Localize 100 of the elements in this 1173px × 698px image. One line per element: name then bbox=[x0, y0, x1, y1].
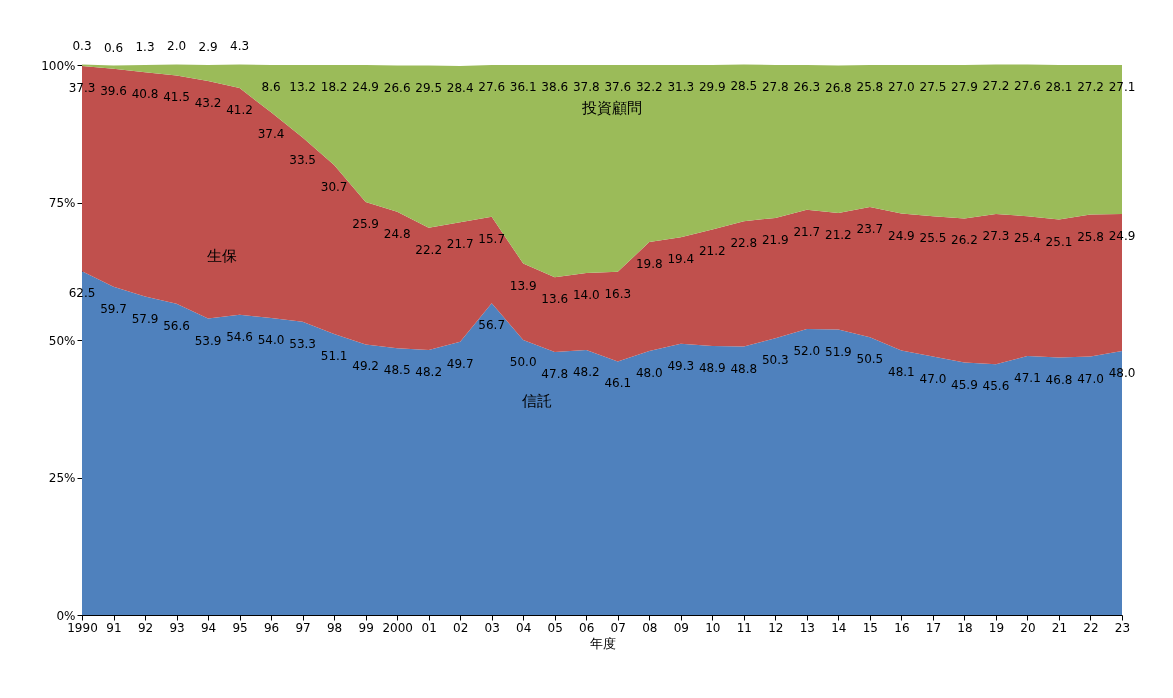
data-label: 27.5 bbox=[919, 80, 947, 94]
data-label: 29.5 bbox=[415, 80, 443, 95]
data-label: 27.0 bbox=[888, 80, 915, 94]
x-tick-label: 12 bbox=[768, 620, 784, 635]
series-label: 生保 bbox=[207, 247, 237, 265]
x-tick-label: 08 bbox=[642, 620, 658, 635]
data-label: 31.3 bbox=[667, 80, 695, 94]
x-tick-label: 1990 bbox=[67, 620, 98, 635]
data-label: 50.0 bbox=[509, 355, 537, 369]
data-label: 49.7 bbox=[446, 356, 474, 371]
data-label: 47.8 bbox=[541, 367, 569, 382]
x-tick-label: 02 bbox=[453, 620, 469, 635]
data-label: 27.6 bbox=[478, 80, 506, 94]
data-label: 41.5 bbox=[163, 90, 190, 105]
data-label: 38.6 bbox=[541, 80, 569, 94]
data-label: 41.2 bbox=[226, 103, 253, 118]
data-label: 56.7 bbox=[478, 318, 506, 333]
data-label: 22.2 bbox=[415, 242, 443, 257]
data-label: 2.9 bbox=[198, 40, 218, 54]
data-label: 13.6 bbox=[541, 292, 569, 307]
data-label: 19.8 bbox=[635, 257, 663, 272]
x-tick-label: 01 bbox=[421, 620, 437, 635]
x-tick-label: 05 bbox=[547, 620, 563, 635]
data-label: 37.4 bbox=[257, 127, 285, 142]
data-label: 50.5 bbox=[856, 352, 884, 367]
data-label: 26.8 bbox=[825, 80, 852, 95]
series-label: 投資顧問 bbox=[581, 99, 642, 117]
data-label: 56.6 bbox=[163, 318, 190, 333]
data-label: 51.1 bbox=[320, 348, 348, 363]
y-tick-label: 75% bbox=[48, 196, 76, 210]
x-tick-label: 22 bbox=[1083, 620, 1099, 635]
data-label: 25.4 bbox=[1014, 231, 1041, 246]
data-label: 51.9 bbox=[825, 344, 852, 359]
data-label: 50.3 bbox=[761, 353, 789, 368]
x-tick-label: 19 bbox=[988, 620, 1005, 635]
data-label: 47.0 bbox=[919, 371, 947, 386]
x-tick-label: 2000 bbox=[382, 620, 413, 635]
x-tick-label: 17 bbox=[925, 620, 942, 635]
data-label: 24.9 bbox=[888, 228, 915, 243]
data-label: 18.2 bbox=[320, 80, 348, 94]
data-label: 48.5 bbox=[383, 363, 411, 378]
x-tick-label: 99 bbox=[358, 620, 374, 635]
series-label: 信託 bbox=[522, 392, 552, 410]
x-tick-label: 98 bbox=[326, 620, 343, 635]
x-tick-label: 95 bbox=[232, 620, 248, 635]
data-label: 29.9 bbox=[698, 80, 726, 94]
data-label: 48.1 bbox=[888, 365, 915, 380]
data-label: 27.9 bbox=[951, 80, 978, 94]
data-label: 24.8 bbox=[383, 226, 411, 241]
data-label: 28.1 bbox=[1045, 80, 1073, 94]
x-tick-label: 16 bbox=[894, 620, 910, 635]
x-tick-label: 18 bbox=[957, 620, 973, 635]
data-label: 45.6 bbox=[982, 379, 1010, 394]
x-tick-label: 92 bbox=[137, 620, 154, 635]
data-label: 21.2 bbox=[698, 244, 726, 259]
data-label: 26.2 bbox=[951, 233, 978, 248]
data-label: 8.6 bbox=[261, 80, 281, 94]
data-label: 21.2 bbox=[825, 227, 852, 242]
y-tick-label: 50% bbox=[48, 333, 76, 348]
data-label: 49.2 bbox=[352, 359, 379, 374]
x-tick-label: 06 bbox=[579, 620, 595, 635]
data-label: 25.1 bbox=[1045, 234, 1073, 249]
data-label: 32.2 bbox=[635, 80, 663, 94]
data-label: 25.8 bbox=[1077, 229, 1104, 244]
data-label: 27.1 bbox=[1108, 80, 1136, 94]
data-label: 39.6 bbox=[100, 83, 127, 98]
data-label: 52.0 bbox=[793, 344, 821, 358]
x-tick-label: 94 bbox=[200, 620, 217, 635]
data-label: 24.9 bbox=[352, 80, 379, 94]
data-label: 25.9 bbox=[352, 216, 379, 231]
y-tick-label: 0% bbox=[56, 608, 76, 623]
data-label: 13.2 bbox=[289, 80, 316, 94]
data-label: 27.2 bbox=[982, 79, 1010, 94]
x-tick-label: 15 bbox=[862, 620, 879, 635]
data-label: 46.1 bbox=[604, 376, 632, 391]
data-label: 43.2 bbox=[194, 95, 222, 110]
x-tick-label: 20 bbox=[1020, 620, 1036, 635]
data-label: 16.3 bbox=[604, 286, 632, 301]
x-tick-label: 07 bbox=[610, 620, 626, 635]
data-label: 48.0 bbox=[635, 366, 663, 380]
data-label: 48.2 bbox=[572, 364, 600, 379]
x-tick-label: 03 bbox=[484, 620, 500, 635]
data-label: 40.8 bbox=[131, 87, 159, 102]
data-label: 47.1 bbox=[1014, 370, 1041, 385]
data-label: 48.9 bbox=[698, 361, 726, 376]
data-label: 46.8 bbox=[1045, 372, 1073, 387]
data-label: 27.8 bbox=[761, 80, 789, 94]
x-tick-label: 11 bbox=[736, 620, 752, 635]
data-label: 27.3 bbox=[982, 229, 1010, 244]
x-tick-label: 23 bbox=[1114, 620, 1131, 635]
data-label: 15.7 bbox=[478, 231, 506, 246]
data-label: 0.6 bbox=[103, 40, 124, 55]
data-label: 54.6 bbox=[226, 329, 253, 344]
x-tick-label: 21 bbox=[1051, 620, 1068, 635]
data-label: 14.0 bbox=[572, 287, 600, 302]
data-label: 21.7 bbox=[446, 237, 474, 252]
x-tick-label: 13 bbox=[799, 620, 815, 635]
x-tick-label: 14 bbox=[831, 620, 847, 635]
data-label: 25.5 bbox=[919, 231, 947, 246]
data-label: 48.8 bbox=[730, 361, 758, 376]
